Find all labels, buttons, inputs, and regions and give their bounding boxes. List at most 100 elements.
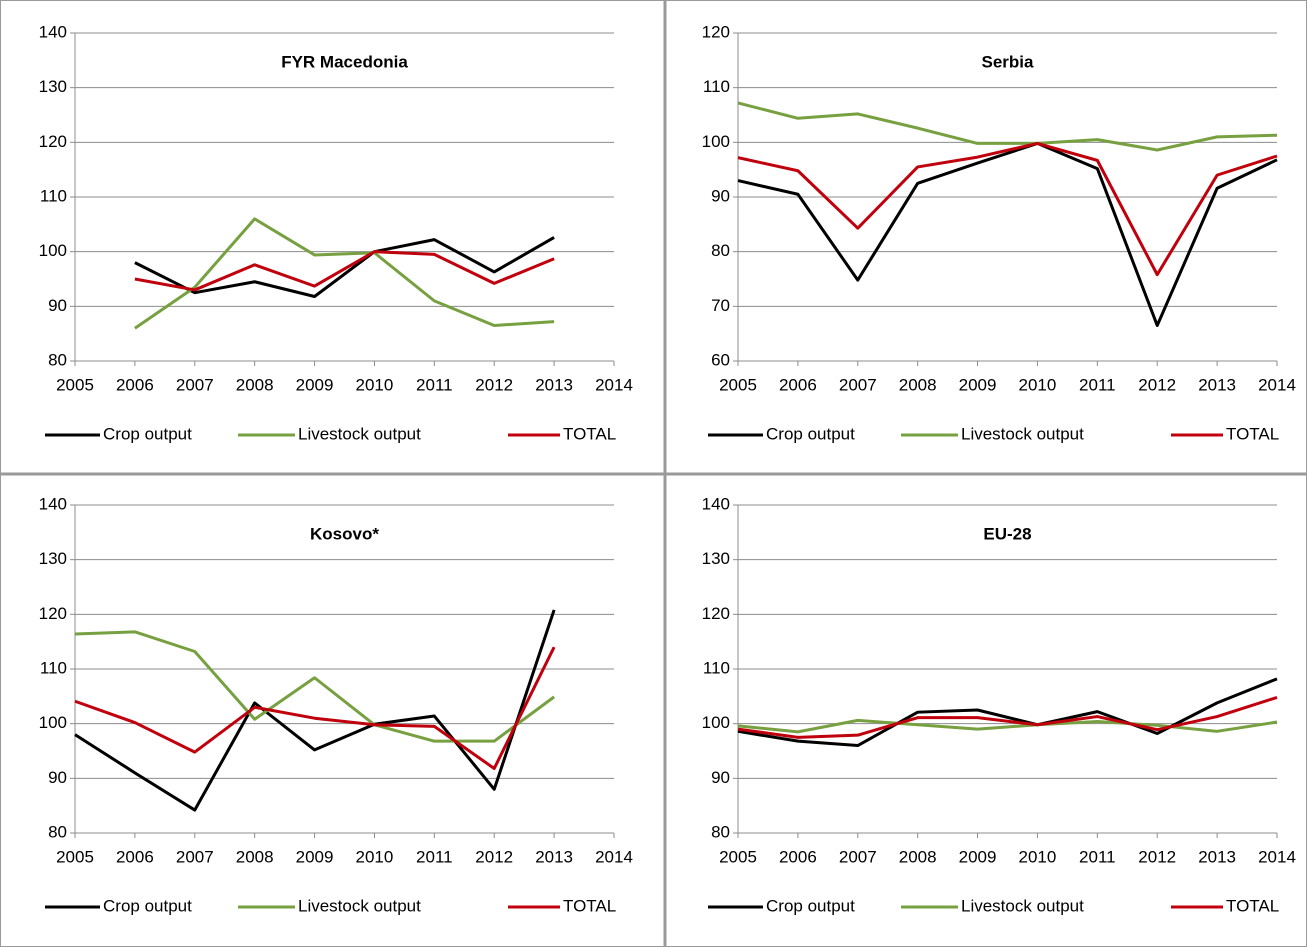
legend-label: Livestock output	[298, 424, 421, 443]
chart-title: FYR Macedonia	[281, 52, 408, 71]
x-tick-label: 2009	[959, 847, 997, 866]
x-tick-label: 2005	[719, 375, 757, 394]
legend-label: TOTAL	[1226, 896, 1279, 915]
x-tick-label: 2014	[595, 375, 633, 394]
y-tick-label: 90	[711, 768, 730, 787]
y-tick-label: 80	[711, 241, 730, 260]
x-tick-label: 2005	[719, 847, 757, 866]
x-tick-label: 2005	[56, 847, 94, 866]
x-tick-label: 2006	[779, 847, 817, 866]
y-tick-label: 110	[703, 77, 730, 96]
y-tick-label: 120	[39, 604, 67, 623]
series-line	[737, 141, 1278, 327]
x-tick-label: 2009	[296, 847, 334, 866]
y-tick-label: 100	[702, 132, 730, 151]
y-tick-label: 70	[711, 296, 730, 315]
legend-label: TOTAL	[563, 896, 616, 915]
x-tick-label: 2008	[899, 375, 937, 394]
x-tick-label: 2011	[1079, 375, 1116, 394]
chart-panel: 80 90 100 110 120 130 140 2005 2006 2007 2008 2009 2…	[39, 494, 633, 915]
x-tick-label: 2014	[595, 847, 633, 866]
x-tick-label: 2007	[176, 375, 214, 394]
x-tick-label: 2008	[899, 847, 937, 866]
x-tick-label: 2013	[535, 375, 573, 394]
y-tick-label: 80	[711, 822, 730, 841]
x-tick-label: 2011	[416, 375, 453, 394]
x-tick-label: 2010	[1019, 375, 1057, 394]
series-line	[134, 236, 555, 298]
y-tick-label: 130	[39, 549, 67, 568]
x-tick-label: 2014	[1258, 375, 1296, 394]
y-tick-label: 140	[39, 22, 67, 41]
chart-title: EU-28	[983, 524, 1031, 543]
chart-panel: 80 90 100 110 120 130 140 2005 2006 2007 2008 2009 2…	[702, 494, 1296, 915]
legend-label: Crop output	[766, 424, 855, 443]
x-tick-label: 2009	[296, 375, 334, 394]
legend-label: Livestock output	[961, 896, 1084, 915]
y-tick-label: 90	[711, 186, 730, 205]
x-tick-label: 2008	[236, 847, 274, 866]
y-tick-label: 140	[702, 494, 730, 513]
y-tick-label: 100	[39, 241, 67, 260]
series-line	[74, 630, 556, 743]
legend-label: Crop output	[766, 896, 855, 915]
y-tick-label: 110	[40, 658, 67, 677]
y-tick-label: 120	[39, 132, 67, 151]
chart-title: Kosovo*	[310, 524, 379, 543]
chart-panel: 60 70 80 90 100 110 120 2005 2006 2007 2008 2009 201…	[702, 22, 1296, 443]
series-line	[737, 695, 1278, 739]
y-tick-label: 90	[48, 296, 67, 315]
legend-label: TOTAL	[1226, 424, 1279, 443]
series-line	[737, 101, 1278, 152]
legend-label: TOTAL	[563, 424, 616, 443]
x-tick-label: 2007	[839, 375, 877, 394]
y-tick-label: 130	[702, 549, 730, 568]
x-tick-label: 2014	[1258, 847, 1296, 866]
x-tick-label: 2009	[959, 375, 997, 394]
series-line	[74, 609, 556, 812]
legend-label: Livestock output	[298, 896, 421, 915]
x-tick-label: 2012	[1138, 847, 1176, 866]
x-tick-label: 2012	[475, 375, 513, 394]
y-tick-label: 110	[40, 186, 67, 205]
x-tick-label: 2005	[56, 375, 94, 394]
y-tick-label: 130	[39, 77, 67, 96]
y-tick-label: 100	[39, 713, 67, 732]
x-tick-label: 2006	[116, 375, 154, 394]
x-tick-label: 2012	[475, 847, 513, 866]
x-tick-label: 2007	[839, 847, 877, 866]
chart-title: Serbia	[982, 52, 1035, 71]
series-line	[737, 141, 1278, 277]
x-tick-label: 2013	[1198, 375, 1236, 394]
x-tick-label: 2010	[1019, 847, 1057, 866]
y-tick-label: 120	[702, 604, 730, 623]
y-tick-label: 80	[48, 350, 67, 369]
x-tick-label: 2013	[535, 847, 573, 866]
legend-label: Crop output	[103, 896, 192, 915]
legend-label: Livestock output	[961, 424, 1084, 443]
series-line	[134, 250, 555, 292]
y-tick-label: 100	[702, 713, 730, 732]
x-tick-label: 2008	[236, 375, 274, 394]
series-line	[737, 718, 1278, 734]
x-tick-label: 2011	[416, 847, 453, 866]
x-tick-label: 2010	[356, 375, 394, 394]
x-tick-label: 2006	[116, 847, 154, 866]
y-tick-label: 80	[48, 822, 67, 841]
series-line	[74, 646, 556, 770]
x-tick-label: 2007	[176, 847, 214, 866]
y-tick-label: 90	[48, 768, 67, 787]
x-tick-label: 2006	[779, 375, 817, 394]
y-tick-label: 110	[703, 658, 730, 677]
series-line	[134, 217, 555, 330]
x-tick-label: 2011	[1079, 847, 1116, 866]
x-tick-label: 2012	[1138, 375, 1176, 394]
y-tick-label: 140	[39, 494, 67, 513]
x-tick-label: 2013	[1198, 847, 1236, 866]
y-tick-label: 60	[711, 350, 730, 369]
chart-panel: 80 90 100 110 120 130 140 2005 2006 2007 2008 2009 2…	[39, 22, 633, 443]
y-tick-label: 120	[702, 22, 730, 41]
legend-label: Crop output	[103, 424, 192, 443]
